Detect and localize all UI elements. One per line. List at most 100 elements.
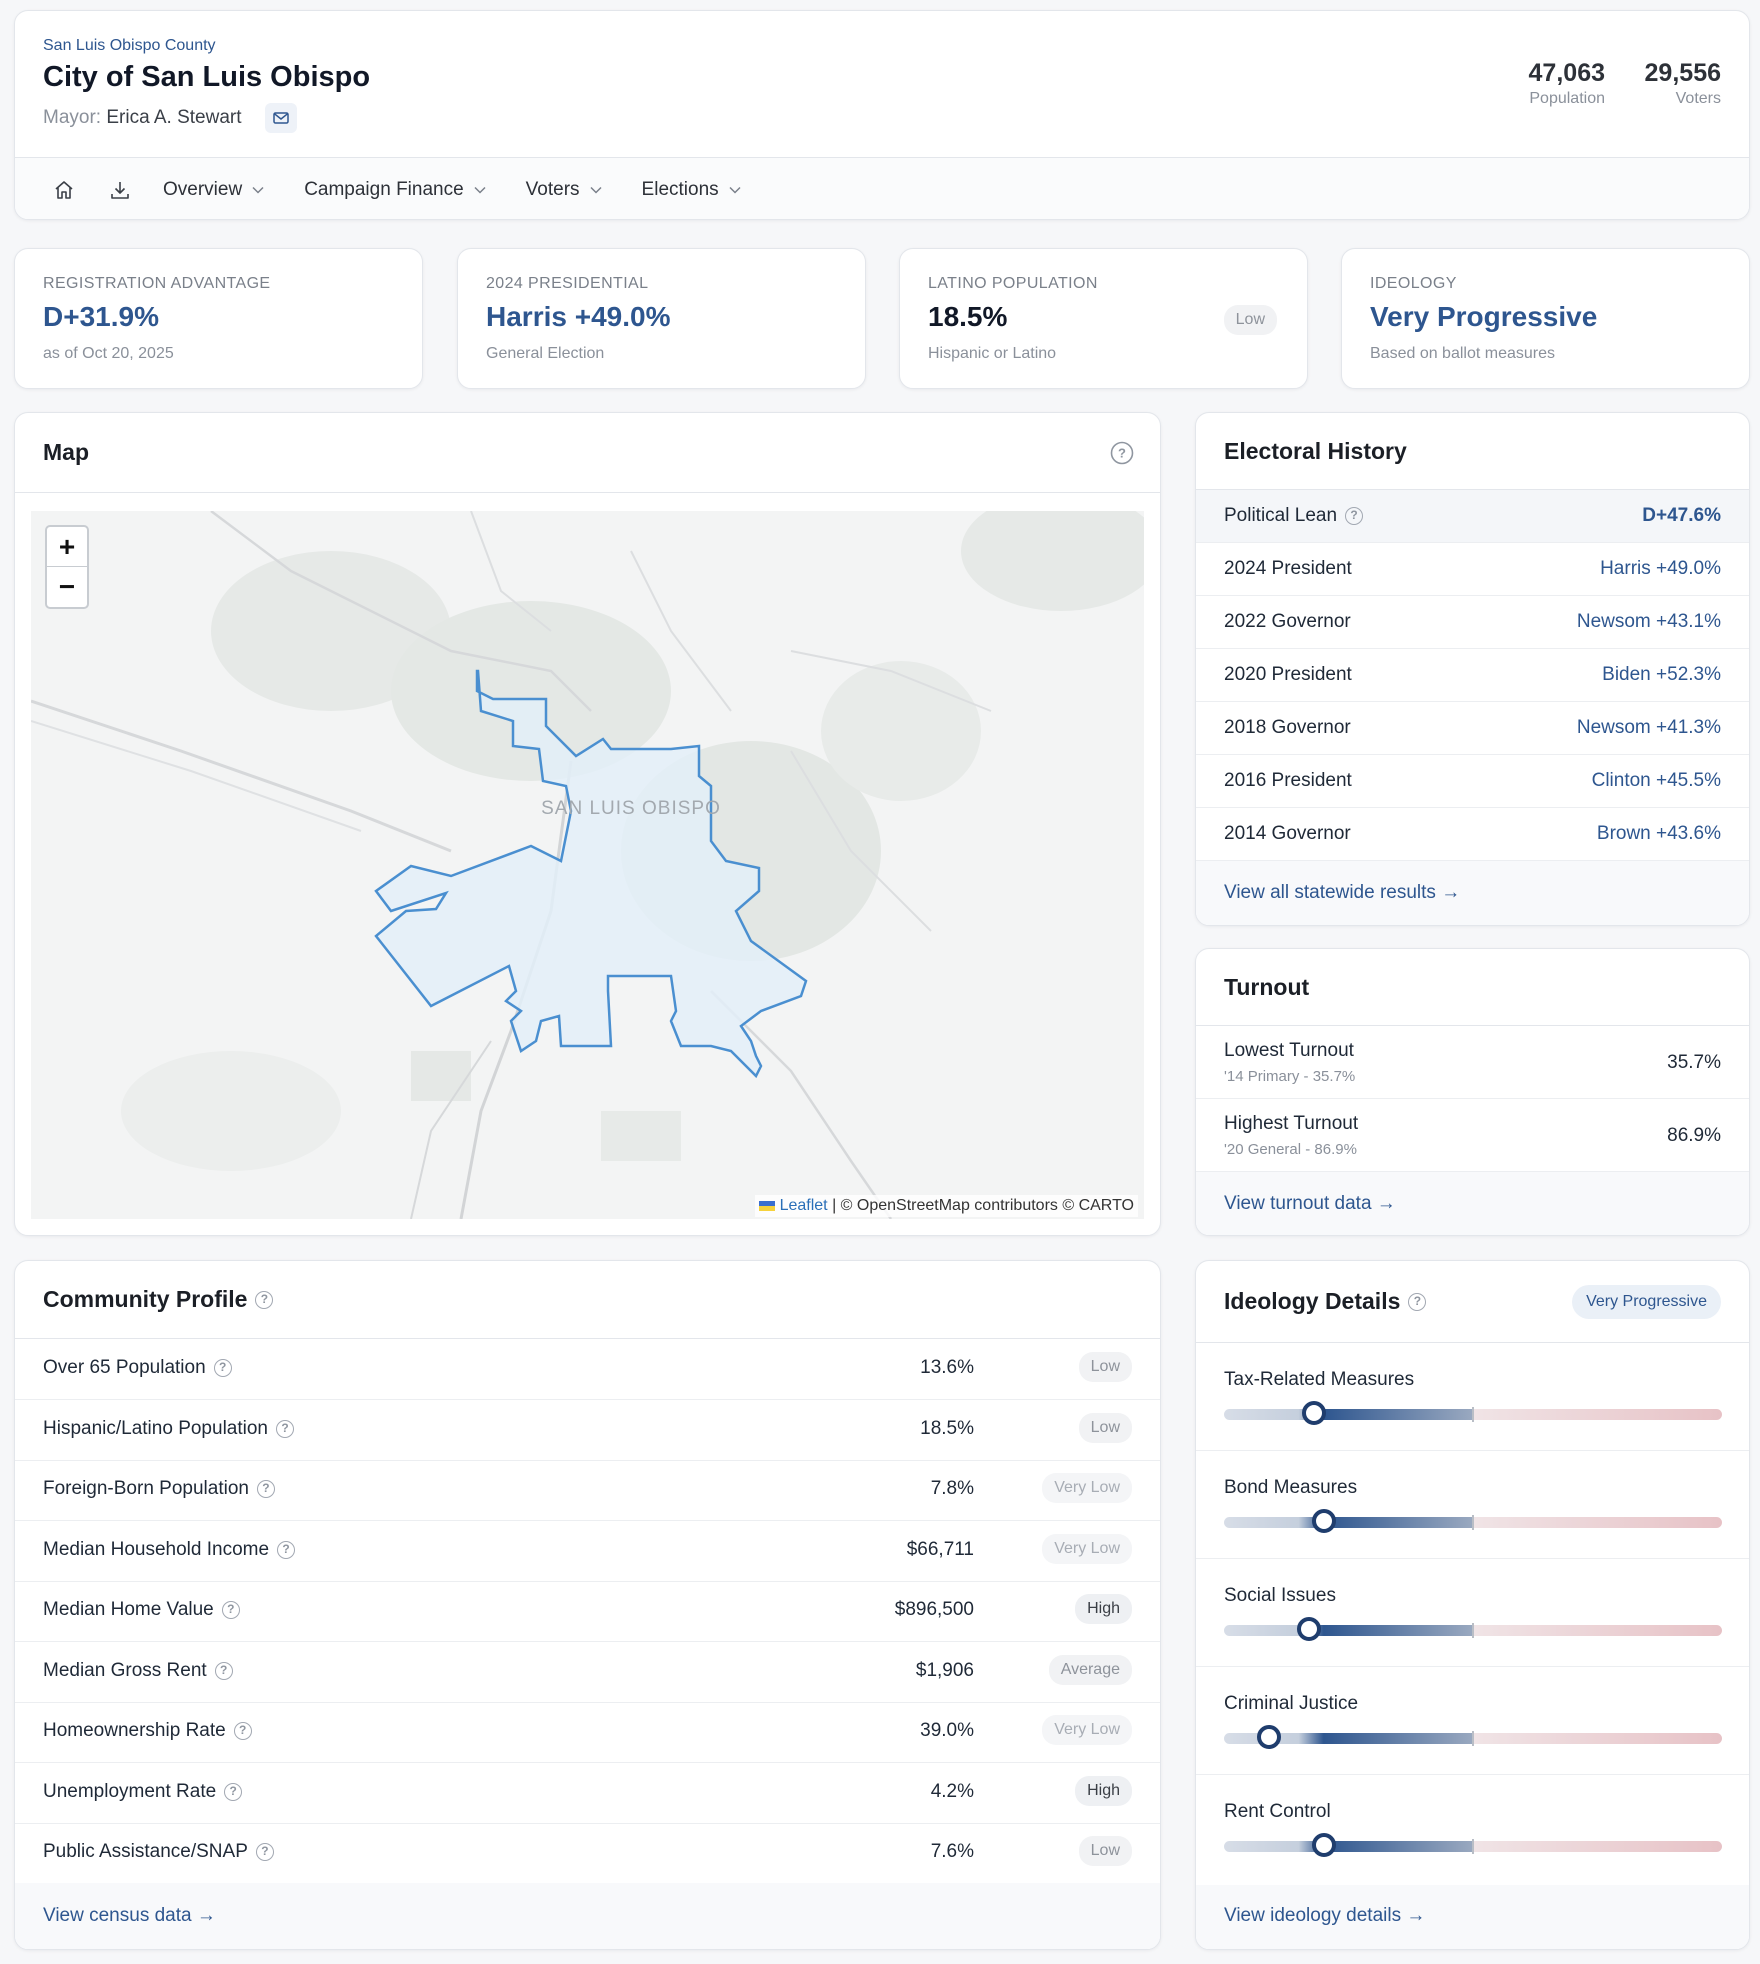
table-row: Median Home Value? $896,500 High <box>15 1581 1160 1642</box>
help-icon[interactable]: ? <box>255 1843 274 1861</box>
political-lean-row: Political Lean? D+47.6% <box>1196 490 1749 543</box>
status-badge: High <box>1075 1775 1132 1806</box>
turnout-footer <box>1196 1172 1749 1235</box>
leaflet-link[interactable]: Leaflet <box>779 1197 828 1214</box>
help-icon[interactable]: ? <box>1408 1292 1427 1311</box>
measure-label: Criminal Justice <box>1224 1693 1359 1714</box>
election-result: Newsom +43.1% <box>1576 611 1721 632</box>
nav-voters[interactable]: Voters <box>526 179 602 201</box>
zoom-out-button[interactable]: − <box>58 571 76 602</box>
map-attribution: Leaflet | © OpenStreetMap contributors ©… <box>755 1195 1138 1217</box>
latino-population-card: LATINO POPULATION 18.5% Hispanic or Lati… <box>899 248 1308 389</box>
metric-name: Unemployment Rate <box>43 1780 217 1802</box>
table-row: Over 65 Population? 13.6% Low <box>15 1339 1160 1400</box>
map-canvas[interactable]: SAN LUIS OBISPO + − Leaflet | © OpenStre… <box>31 511 1144 1219</box>
status-badge: Low <box>1078 1352 1132 1382</box>
table-row: Homeownership Rate? 39.0% Very Low <box>15 1702 1160 1763</box>
nav-elections[interactable]: Elections <box>642 179 741 201</box>
metric-label: Hispanic/Latino Population? <box>43 1418 294 1440</box>
help-icon[interactable]: ? <box>256 1480 275 1498</box>
attribution-text: | © OpenStreetMap contributors © CARTO <box>832 1197 1134 1214</box>
scale-midpoint <box>1472 1839 1474 1854</box>
view-statewide-results-link[interactable]: View all statewide results → <box>1224 882 1461 903</box>
electoral-history-header: Electoral History <box>1196 413 1749 490</box>
presidential-card: 2024 PRESIDENTIAL Harris +49.0% General … <box>457 248 866 389</box>
view-census-data-link[interactable]: View census data → <box>43 1905 216 1926</box>
metric-value: 18.5% <box>920 1417 974 1439</box>
election-label: 2022 Governor <box>1224 611 1351 632</box>
metric-value: 4.2% <box>930 1780 974 1802</box>
election-result: Newsom +41.3% <box>1576 717 1721 738</box>
turnout-label: Lowest Turnout <box>1224 1040 1354 1061</box>
table-row: 2022 Governor Newsom +43.1% <box>1196 596 1749 649</box>
population-value: 47,063 <box>1528 59 1605 87</box>
ideology-scale <box>1224 1839 1722 1854</box>
turnout-sub: '20 General - 86.9% <box>1224 1141 1357 1158</box>
view-turnout-data-link[interactable]: View turnout data → <box>1224 1193 1396 1214</box>
scale-midpoint <box>1472 1407 1474 1422</box>
download-button[interactable] <box>107 177 133 203</box>
zoom-in-button[interactable]: + <box>47 527 87 567</box>
population-stat: 47,063 Population <box>1529 59 1605 108</box>
page-title: City of San Luis Obispo <box>43 61 371 93</box>
metric-label: Unemployment Rate? <box>43 1780 243 1803</box>
metric-name: Hispanic/Latino Population <box>43 1417 268 1439</box>
ukraine-flag-icon <box>759 1200 776 1211</box>
electoral-history-card: Electoral History Political Lean? D+47.6… <box>1195 412 1750 926</box>
election-result: Biden +52.3% <box>1602 664 1721 685</box>
help-icon[interactable]: ? <box>276 1419 294 1438</box>
help-icon[interactable]: ? <box>214 1661 233 1680</box>
turnout-card: Turnout Lowest Turnout '14 Primary - 35.… <box>1195 948 1750 1236</box>
stat-label: LATINO POPULATION <box>928 275 1098 292</box>
ideology-marker <box>1311 1833 1336 1857</box>
table-row: 2016 President Clinton +45.5% <box>1196 755 1749 808</box>
city-header: San Luis Obispo County City of San Luis … <box>14 10 1750 220</box>
download-icon <box>111 181 129 199</box>
nav-overview[interactable]: Overview <box>163 179 264 201</box>
status-badge: Low <box>1078 1412 1132 1443</box>
mayor-line: Mayor: Erica A. Stewart <box>43 107 242 129</box>
ideology-measure-row: Criminal Justice <box>1196 1667 1749 1775</box>
city-boundary-shape[interactable] <box>374 669 808 1079</box>
table-row: Highest Turnout '20 General - 86.9% 86.9… <box>1196 1099 1749 1172</box>
nav-campaign-finance[interactable]: Campaign Finance <box>304 179 486 201</box>
table-row: Hispanic/Latino Population? 18.5% Low <box>15 1400 1160 1461</box>
help-icon[interactable]: ? <box>233 1722 252 1740</box>
metric-name: Median Household Income <box>43 1538 270 1560</box>
election-result: Brown +43.6% <box>1596 823 1721 844</box>
chevron-down-icon <box>590 186 602 194</box>
ideology-details-card: Ideology Details ? Very Progressive Tax-… <box>1195 1260 1750 1950</box>
metric-value: 13.6% <box>920 1357 974 1378</box>
stat-sub: Hispanic or Latino <box>928 345 1057 362</box>
zoom-control: + − <box>45 525 89 609</box>
help-icon[interactable]: ? <box>221 1601 240 1619</box>
help-icon[interactable]: ? <box>255 1290 274 1309</box>
email-mayor-button[interactable] <box>265 103 297 133</box>
political-lean-label: Political Lean? <box>1224 505 1364 527</box>
help-icon[interactable]: ? <box>1345 506 1364 525</box>
turnout-value: 86.9% <box>1667 1125 1721 1146</box>
ideology-scale <box>1224 1731 1722 1746</box>
voters-value: 29,556 <box>1644 59 1721 87</box>
help-icon[interactable]: ? <box>277 1540 296 1559</box>
help-icon[interactable]: ? <box>224 1782 243 1801</box>
ideology-marker <box>1301 1401 1326 1425</box>
metric-label: Over 65 Population? <box>43 1357 232 1379</box>
metric-label: Median Home Value? <box>43 1599 240 1621</box>
help-icon[interactable]: ? <box>213 1359 232 1377</box>
voters-stat: 29,556 Voters <box>1645 59 1721 108</box>
turnout-title: Turnout <box>1224 973 1310 1000</box>
metric-label: Median Gross Rent? <box>43 1660 233 1682</box>
nav-voters-label: Voters <box>525 178 580 200</box>
map-card: Map ? S <box>14 412 1161 1236</box>
voters-label: Voters <box>1675 90 1721 107</box>
home-button[interactable] <box>51 177 77 203</box>
view-ideology-details-link[interactable]: View ideology details → <box>1224 1905 1426 1926</box>
metric-name: Foreign-Born Population <box>43 1478 249 1499</box>
county-link[interactable]: San Luis Obispo County <box>43 37 216 54</box>
scale-midpoint <box>1472 1515 1474 1530</box>
metric-value: $896,500 <box>894 1599 974 1620</box>
metric-name: Public Assistance/SNAP <box>43 1841 248 1862</box>
help-icon[interactable]: ? <box>1110 441 1134 465</box>
ideology-marker <box>1256 1725 1281 1749</box>
